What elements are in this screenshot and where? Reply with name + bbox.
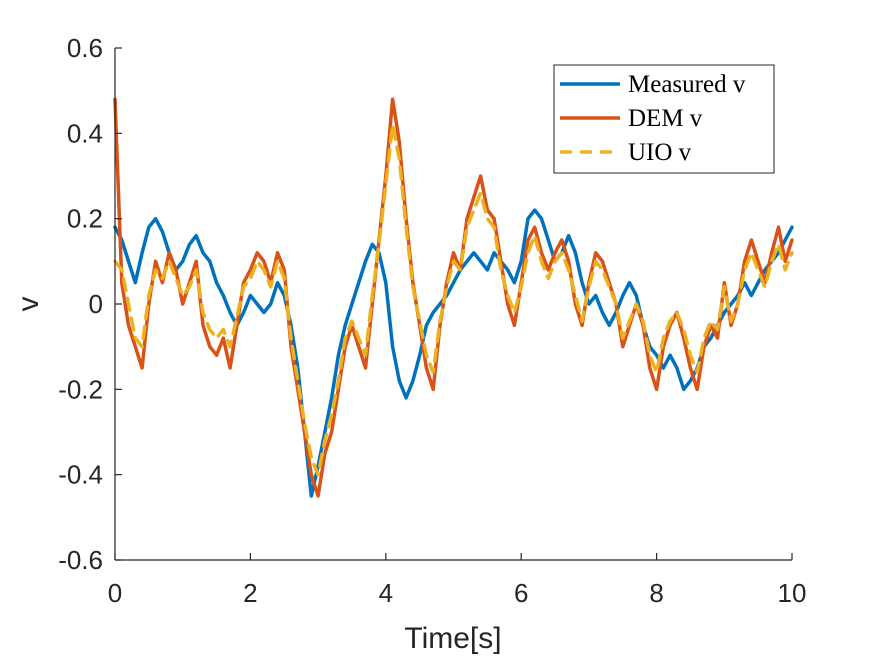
x-tick-label: 10	[778, 578, 807, 608]
y-tick-label: 0.6	[67, 33, 103, 63]
x-tick-label: 0	[108, 578, 122, 608]
legend: Measured v DEM v UIO v	[553, 64, 775, 174]
y-tick-label: 0	[89, 289, 103, 319]
legend-label-1: DEM v	[628, 105, 703, 132]
y-tick-label: -0.2	[58, 374, 103, 404]
y-tick-label: 0.4	[67, 118, 103, 148]
x-tick-label: 2	[243, 578, 257, 608]
y-axis-label: v	[12, 297, 45, 312]
y-tick-label: 0.2	[67, 204, 103, 234]
y-ticks: -0.6 -0.4 -0.2 0 0.2 0.4 0.6	[58, 33, 122, 575]
legend-label-0: Measured v	[628, 71, 746, 98]
series-layer	[113, 97, 794, 498]
x-tick-label: 6	[514, 578, 528, 608]
x-axis-label: Time[s]	[404, 622, 501, 655]
y-tick-label: -0.4	[58, 460, 103, 490]
x-tick-label: 8	[649, 578, 663, 608]
series-line-2	[113, 123, 794, 477]
y-tick-label: -0.6	[58, 545, 103, 575]
legend-label-2: UIO v	[628, 139, 692, 166]
x-tick-label: 4	[379, 578, 393, 608]
x-ticks: 0 2 4 6 8 10	[108, 553, 807, 608]
series-line-0	[113, 208, 794, 498]
